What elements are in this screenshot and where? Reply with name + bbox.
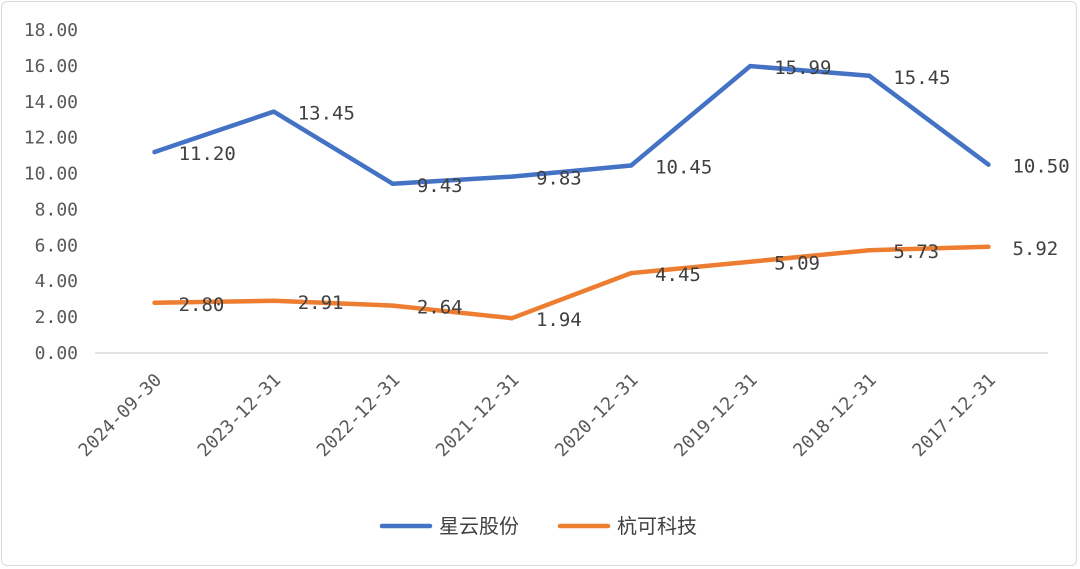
data-label: 15.99 bbox=[774, 57, 831, 79]
data-labels: 11.20 13.45 9.43 9.83 10.45 15.99 15.45 10.50 2.… bbox=[179, 57, 1070, 331]
data-point bbox=[152, 149, 157, 155]
data-point bbox=[867, 73, 872, 78]
x-axis-ticks: 2024-09-30 2023-12-31 2022-12-31 2021-12-31… bbox=[75, 370, 1000, 461]
x-tick-label: 2020-12-31 bbox=[551, 370, 642, 461]
data-point bbox=[390, 181, 396, 186]
legend-label: 星云股份 bbox=[439, 514, 519, 538]
y-tick-label: 18.00 bbox=[24, 20, 78, 41]
data-label: 9.43 bbox=[417, 175, 463, 197]
data-point bbox=[867, 247, 872, 253]
data-point bbox=[390, 303, 396, 308]
series-lines bbox=[152, 63, 991, 321]
data-label: 11.20 bbox=[179, 143, 236, 165]
data-label: 9.83 bbox=[536, 168, 582, 190]
y-tick-label: 16.00 bbox=[24, 56, 78, 77]
data-label: 15.45 bbox=[893, 67, 950, 89]
data-label: 2.64 bbox=[417, 297, 463, 319]
y-tick-label: 0.00 bbox=[35, 343, 78, 364]
data-point bbox=[271, 298, 276, 303]
y-tick-label: 8.00 bbox=[35, 199, 78, 220]
data-label: 4.45 bbox=[655, 264, 701, 286]
x-tick-label: 2022-12-31 bbox=[313, 370, 404, 461]
data-point bbox=[747, 63, 753, 69]
data-label: 13.45 bbox=[298, 103, 355, 125]
data-point bbox=[152, 300, 157, 305]
data-label: 2.80 bbox=[179, 294, 225, 316]
x-tick-label: 2023-12-31 bbox=[194, 370, 285, 461]
data-point bbox=[271, 109, 276, 114]
data-label: 5.09 bbox=[774, 253, 820, 275]
data-point bbox=[986, 244, 991, 249]
data-point bbox=[747, 259, 753, 264]
x-tick-label: 2018-12-31 bbox=[789, 370, 880, 461]
y-tick-label: 4.00 bbox=[35, 271, 78, 292]
y-axis-ticks: 0.00 2.00 4.00 6.00 8.00 10.00 12.00 14.00 16.00… bbox=[24, 20, 78, 364]
y-tick-label: 10.00 bbox=[24, 164, 78, 185]
x-tick-label: 2019-12-31 bbox=[670, 370, 761, 461]
x-tick-label: 2017-12-31 bbox=[908, 370, 999, 461]
y-tick-label: 2.00 bbox=[35, 307, 78, 328]
y-tick-label: 12.00 bbox=[24, 128, 78, 149]
data-point bbox=[986, 162, 991, 167]
y-tick-label: 6.00 bbox=[35, 235, 78, 256]
legend: 星云股份 杭可科技 bbox=[379, 514, 697, 538]
x-tick-label: 2024-09-30 bbox=[75, 370, 166, 461]
data-point bbox=[628, 270, 634, 276]
series-line-1 bbox=[152, 63, 991, 187]
data-label: 1.94 bbox=[536, 309, 582, 331]
series-line-2 bbox=[152, 244, 991, 321]
data-point bbox=[509, 315, 515, 321]
y-tick-label: 14.00 bbox=[24, 92, 78, 113]
data-point bbox=[628, 163, 634, 168]
data-label: 10.50 bbox=[1012, 156, 1069, 178]
data-label: 5.92 bbox=[1012, 238, 1058, 260]
data-label: 10.45 bbox=[655, 156, 712, 178]
data-label: 2.91 bbox=[298, 292, 344, 314]
data-point bbox=[509, 174, 515, 179]
data-label: 5.73 bbox=[893, 241, 939, 263]
legend-label: 杭可科技 bbox=[617, 514, 697, 538]
x-tick-label: 2021-12-31 bbox=[432, 370, 523, 461]
